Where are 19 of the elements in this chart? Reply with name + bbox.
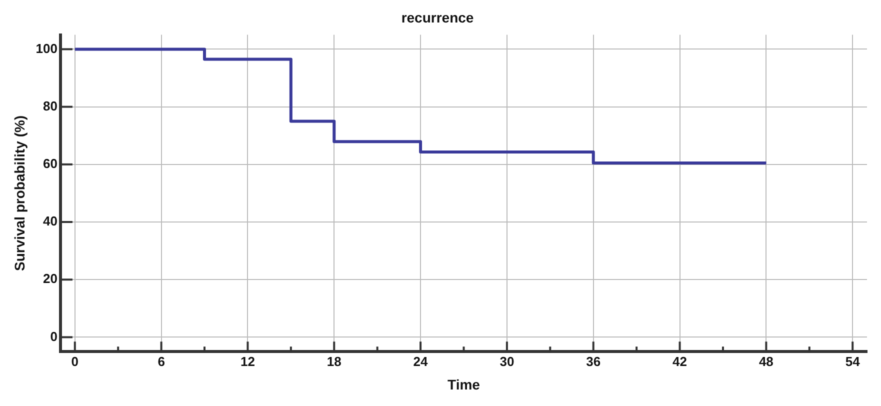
y-tick-label: 100 bbox=[36, 40, 58, 56]
y-tick-label: 0 bbox=[50, 328, 58, 344]
x-tick-label: 6 bbox=[158, 354, 165, 369]
y-tick-label: 40 bbox=[43, 214, 58, 229]
x-axis-title: Time bbox=[448, 376, 480, 392]
y-tick-label: 60 bbox=[43, 156, 58, 171]
x-tick-label: 0 bbox=[71, 354, 79, 369]
y-tick-label: 80 bbox=[43, 98, 58, 114]
x-tick-label: 54 bbox=[845, 354, 861, 369]
x-tick-label: 42 bbox=[672, 354, 688, 369]
x-tick-label: 24 bbox=[413, 354, 429, 369]
x-tick-label: 12 bbox=[240, 354, 255, 369]
y-axis-title: Survival probability (%) bbox=[11, 115, 28, 271]
x-tick-label: 48 bbox=[758, 354, 774, 369]
x-tick-label: 18 bbox=[326, 354, 342, 369]
y-tick-label: 20 bbox=[43, 271, 58, 286]
x-tick-label: 30 bbox=[500, 354, 514, 369]
x-tick-label: 36 bbox=[586, 354, 601, 369]
chart-title: recurrence bbox=[401, 9, 474, 26]
